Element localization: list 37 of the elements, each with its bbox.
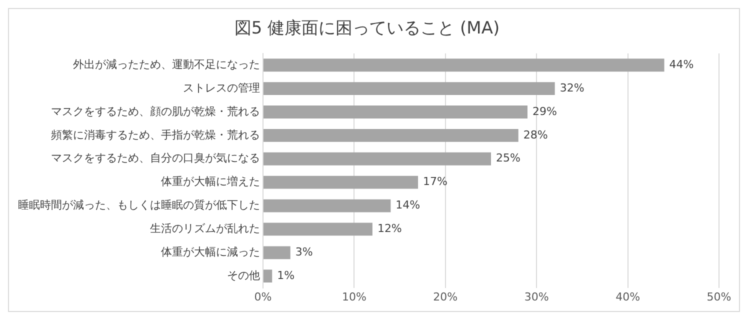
data-label: 3%	[295, 246, 313, 258]
data-label: 14%	[396, 198, 420, 212]
bar	[264, 246, 290, 260]
bar	[264, 176, 418, 189]
y-tick-label: 睡眠時間が減った、もしくは睡眠の質が低下した	[18, 198, 260, 212]
x-tick-label: 40%	[616, 290, 640, 304]
bar	[264, 152, 491, 166]
x-tick-label: 10%	[342, 290, 366, 304]
bar	[264, 82, 555, 96]
data-label: 25%	[496, 152, 520, 165]
bar	[264, 270, 272, 283]
bar	[264, 106, 528, 118]
bar	[264, 128, 518, 142]
x-tick-label: 20%	[433, 290, 458, 304]
bar	[264, 58, 664, 72]
data-label: 28%	[523, 128, 548, 142]
data-label: 29%	[532, 104, 557, 118]
y-tick-label: 体重が大幅に減った	[161, 246, 260, 258]
y-tick-label: マスクをするため、顔の肌が乾燥・荒れる	[51, 104, 260, 118]
y-tick-label: ストレスの管理	[183, 81, 260, 94]
y-tick-label: 頻繁に消毒するため、手指が乾燥・荒れる	[51, 128, 260, 142]
x-tick-label: 0%	[254, 290, 272, 304]
data-label: 44%	[669, 58, 694, 71]
data-label: 12%	[377, 222, 402, 236]
data-label: 17%	[423, 175, 448, 188]
bar	[264, 199, 391, 212]
y-tick-label: 外出が減ったため、運動不足になった	[73, 58, 260, 71]
x-tick-label: 50%	[706, 290, 732, 304]
y-tick-label: マスクをするため、自分の口臭が気になる	[51, 152, 260, 165]
y-tick-label: 生活のリズムが乱れた	[150, 222, 260, 236]
y-tick-label: その他	[227, 268, 260, 282]
chart-title: 図5 健康面に困っていること (MA)	[234, 18, 500, 39]
data-label: 1%	[277, 268, 295, 282]
y-tick-label: 体重が大幅に増えた	[161, 175, 260, 188]
data-label: 32%	[560, 81, 584, 94]
bar	[264, 222, 372, 236]
x-tick-label: 30%	[524, 290, 549, 304]
